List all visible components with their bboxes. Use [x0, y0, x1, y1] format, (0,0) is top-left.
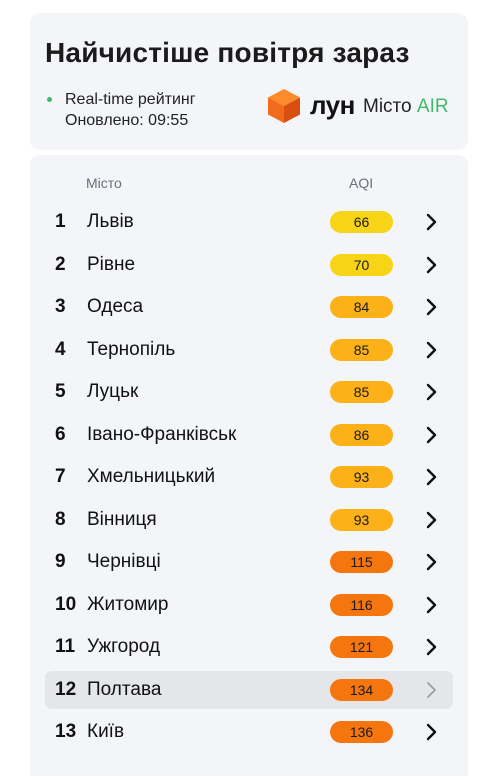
aqi-badge: 93 — [330, 466, 393, 488]
live-dot-icon — [47, 97, 52, 102]
brand-subtitle: Місто AIR — [363, 96, 449, 118]
chevron-right-icon[interactable] — [425, 341, 439, 359]
realtime-label: Real-time рейтинг — [65, 91, 196, 108]
aqi-badge: 70 — [330, 253, 393, 276]
city-name: Львів — [87, 211, 134, 232]
rank-number: 8 — [55, 508, 66, 530]
brand-sub-text: Місто — [363, 96, 412, 117]
city-row[interactable]: 4 Тернопіль 85 — [45, 331, 453, 369]
aqi-badge: 121 — [330, 636, 393, 658]
column-header-city: Місто — [86, 175, 122, 191]
city-name: Рівне — [87, 253, 136, 275]
aqi-badge: 136 — [330, 721, 393, 743]
chevron-right-icon[interactable] — [425, 256, 439, 274]
column-header-aqi: AQI — [349, 175, 374, 191]
aqi-badge: 85 — [330, 381, 393, 403]
page-title: Найчистіше повітря зараз — [45, 37, 410, 68]
rank-number: 6 — [55, 423, 66, 445]
rank-number: 7 — [55, 466, 66, 487]
city-row[interactable]: 7 Хмельницький 93 — [45, 458, 453, 496]
rank-number: 13 — [55, 721, 77, 742]
city-row[interactable]: 11 Ужгород 121 — [45, 628, 453, 666]
aqi-badge: 115 — [330, 551, 393, 573]
city-row[interactable]: 2 Рівне 70 — [45, 246, 453, 284]
chevron-right-icon[interactable] — [425, 638, 439, 656]
status-text: Real-time рейтинг Оновлено: 09:55 — [65, 89, 196, 131]
chevron-right-icon[interactable] — [425, 723, 439, 741]
chevron-right-icon[interactable] — [425, 213, 439, 231]
city-name: Одеса — [87, 296, 144, 317]
city-name: Тернопіль — [87, 338, 176, 360]
rank-number: 9 — [55, 551, 66, 572]
rank-number: 3 — [55, 296, 66, 317]
city-row[interactable]: 3 Одеса 84 — [45, 288, 453, 326]
cube-logo-icon — [268, 89, 300, 123]
aqi-badge: 134 — [330, 678, 393, 701]
city-row[interactable]: 12 Полтава 134 — [45, 670, 453, 709]
rank-number: 2 — [55, 253, 66, 275]
city-row[interactable]: 5 Луцьк 85 — [45, 373, 453, 411]
city-name: Івано-Франківськ — [87, 423, 237, 445]
city-name: Полтава — [87, 678, 162, 700]
ranking-list: Місто AQI 1 Львів 66 2 Рівне 70 3 Одеса 84 4 Терно… — [30, 155, 468, 776]
chevron-right-icon[interactable] — [425, 681, 439, 699]
rank-number: 5 — [55, 381, 66, 402]
rank-number: 11 — [55, 636, 76, 657]
city-row[interactable]: 8 Вінниця 93 — [45, 501, 453, 539]
rank-number: 10 — [55, 593, 77, 615]
chevron-right-icon[interactable] — [425, 553, 439, 571]
aqi-badge: 84 — [330, 296, 393, 318]
rank-number: 12 — [55, 678, 77, 700]
aqi-badge: 86 — [330, 423, 393, 446]
chevron-right-icon[interactable] — [425, 511, 439, 529]
aqi-badge: 66 — [330, 211, 393, 233]
city-row[interactable]: 6 Івано-Франківськ 86 — [45, 416, 453, 454]
chevron-right-icon[interactable] — [425, 596, 439, 614]
aqi-badge: 85 — [330, 338, 393, 361]
city-row[interactable]: 1 Львів 66 — [45, 203, 453, 241]
city-name: Хмельницький — [87, 466, 216, 487]
city-name: Київ — [87, 721, 125, 742]
chevron-right-icon[interactable] — [425, 426, 439, 444]
city-name: Чернівці — [87, 551, 161, 572]
city-name: Ужгород — [87, 636, 161, 657]
chevron-right-icon[interactable] — [425, 468, 439, 486]
brand-sub-accent: AIR — [416, 96, 449, 117]
city-name: Вінниця — [87, 508, 157, 530]
rank-number: 1 — [55, 211, 66, 232]
rank-number: 4 — [55, 338, 66, 360]
city-name: Житомир — [87, 593, 169, 615]
brand-name: лун — [310, 90, 355, 120]
city-row[interactable]: 13 Київ 136 — [45, 713, 453, 751]
header-card: Найчистіше повітря зараз Real-time рейти… — [30, 13, 468, 150]
chevron-right-icon[interactable] — [425, 298, 439, 316]
chevron-right-icon[interactable] — [425, 383, 439, 401]
city-name: Луцьк — [87, 381, 139, 402]
city-row[interactable]: 10 Житомир 116 — [45, 586, 453, 624]
aqi-badge: 93 — [330, 508, 393, 531]
aqi-badge: 116 — [330, 593, 393, 616]
city-row[interactable]: 9 Чернівці 115 — [45, 543, 453, 581]
updated-time: Оновлено: 09:55 — [65, 112, 189, 129]
